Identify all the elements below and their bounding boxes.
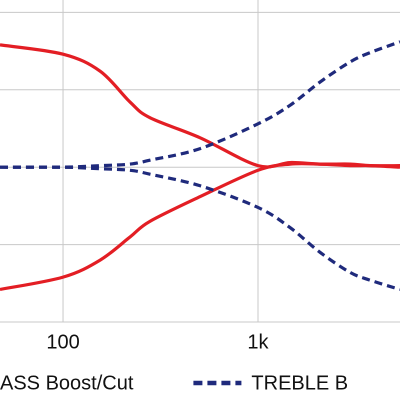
legend-label: ASS Boost/Cut bbox=[0, 372, 134, 394]
legend-label: TREBLE B bbox=[251, 372, 348, 394]
series-line bbox=[0, 40, 400, 169]
x-tick-label: 1k bbox=[247, 331, 269, 353]
series-line bbox=[0, 161, 400, 292]
series-line bbox=[0, 165, 400, 292]
x-tick-label: 100 bbox=[46, 331, 79, 353]
